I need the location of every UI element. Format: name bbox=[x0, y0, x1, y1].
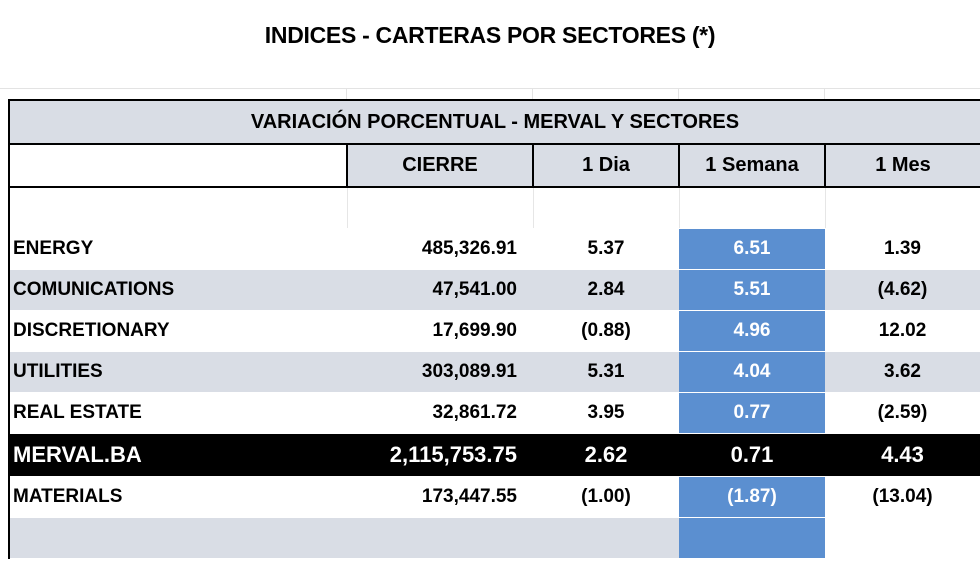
empty-cell bbox=[532, 186, 679, 229]
semana-value: 0.71 bbox=[679, 433, 825, 477]
table-row-discretionary: DISCRETIONARY 17,699.90 (0.88) 4.96 12.0… bbox=[8, 310, 980, 352]
sector-name: REAL ESTATE bbox=[8, 392, 347, 434]
sector-name: COMUNICATIONS bbox=[8, 269, 347, 311]
cierre-value: 32,861.72 bbox=[347, 392, 533, 434]
empty-cell bbox=[679, 517, 825, 559]
grid-line bbox=[346, 88, 347, 99]
column-header-name bbox=[8, 144, 348, 188]
cierre-value: 173,447.55 bbox=[347, 476, 533, 518]
mes-value: 12.02 bbox=[825, 310, 980, 352]
empty-cell bbox=[8, 186, 347, 229]
column-header-1-semana: 1 Semana bbox=[678, 144, 826, 188]
mes-value: 4.43 bbox=[825, 433, 980, 477]
semana-value: (1.87) bbox=[679, 476, 825, 518]
empty-cell bbox=[678, 186, 825, 229]
mes-value: 1.39 bbox=[825, 228, 980, 270]
mes-value: (4.62) bbox=[825, 269, 980, 311]
sector-table: VARIACIÓN PORCENTUAL - MERVAL Y SECTORES… bbox=[8, 99, 980, 559]
table-caption-row: VARIACIÓN PORCENTUAL - MERVAL Y SECTORES bbox=[8, 99, 980, 145]
semana-value: 6.51 bbox=[679, 228, 825, 270]
dia-value: 5.37 bbox=[533, 228, 679, 270]
sector-name: ENERGY bbox=[8, 228, 347, 270]
dia-value: (0.88) bbox=[533, 310, 679, 352]
page-title: INDICES - CARTERAS POR SECTORES (*) bbox=[264, 22, 716, 48]
cierre-value: 47,541.00 bbox=[347, 269, 533, 311]
dia-value: 3.95 bbox=[533, 392, 679, 434]
sector-name: UTILITIES bbox=[8, 351, 347, 393]
table-caption: VARIACIÓN PORCENTUAL - MERVAL Y SECTORES bbox=[8, 99, 980, 145]
table-row-materials: MATERIALS 173,447.55 (1.00) (1.87) (13.0… bbox=[8, 476, 980, 518]
cierre-value: 485,326.91 bbox=[347, 228, 533, 270]
grid-line bbox=[532, 88, 533, 99]
sector-table-wrapper: VARIACIÓN PORCENTUAL - MERVAL Y SECTORES… bbox=[8, 99, 980, 568]
dia-value: 2.62 bbox=[533, 433, 679, 477]
spacer-row bbox=[8, 186, 980, 229]
grid-line bbox=[678, 88, 679, 99]
empty-cell bbox=[8, 517, 347, 559]
sector-name: DISCRETIONARY bbox=[8, 310, 347, 352]
column-header-cierre: CIERRE bbox=[346, 144, 534, 188]
dia-value: (1.00) bbox=[533, 476, 679, 518]
dia-value: 2.84 bbox=[533, 269, 679, 311]
empty-cell bbox=[825, 517, 980, 559]
cierre-value: 303,089.91 bbox=[347, 351, 533, 393]
table-row-energy: ENERGY 485,326.91 5.37 6.51 1.39 bbox=[8, 228, 980, 270]
table-row-empty bbox=[8, 517, 980, 559]
table-row-utilities: UTILITIES 303,089.91 5.31 4.04 3.62 bbox=[8, 351, 980, 393]
dia-value: 5.31 bbox=[533, 351, 679, 393]
sector-name: MERVAL.BA bbox=[8, 433, 347, 477]
table-row-comunications: COMUNICATIONS 47,541.00 2.84 5.51 (4.62) bbox=[8, 269, 980, 311]
sector-name: MATERIALS bbox=[8, 476, 347, 518]
cierre-value: 2,115,753.75 bbox=[347, 433, 533, 477]
cierre-value: 17,699.90 bbox=[347, 310, 533, 352]
column-header-row: CIERRE 1 Dia 1 Semana 1 Mes bbox=[8, 144, 980, 188]
empty-cell bbox=[347, 517, 533, 559]
mes-value: (13.04) bbox=[825, 476, 980, 518]
column-header-1-dia: 1 Dia bbox=[532, 144, 680, 188]
grid-line bbox=[824, 88, 825, 99]
grid-line bbox=[0, 88, 980, 89]
semana-value: 0.77 bbox=[679, 392, 825, 434]
semana-value: 5.51 bbox=[679, 269, 825, 311]
table-row-real-estate: REAL ESTATE 32,861.72 3.95 0.77 (2.59) bbox=[8, 392, 980, 434]
semana-value: 4.04 bbox=[679, 351, 825, 393]
mes-value: 3.62 bbox=[825, 351, 980, 393]
empty-cell bbox=[824, 186, 980, 229]
table-row-merval: MERVAL.BA 2,115,753.75 2.62 0.71 4.43 bbox=[8, 433, 980, 477]
column-header-1-mes: 1 Mes bbox=[824, 144, 980, 188]
mes-value: (2.59) bbox=[825, 392, 980, 434]
empty-cell bbox=[346, 186, 533, 229]
empty-cell bbox=[533, 517, 679, 559]
semana-value: 4.96 bbox=[679, 310, 825, 352]
